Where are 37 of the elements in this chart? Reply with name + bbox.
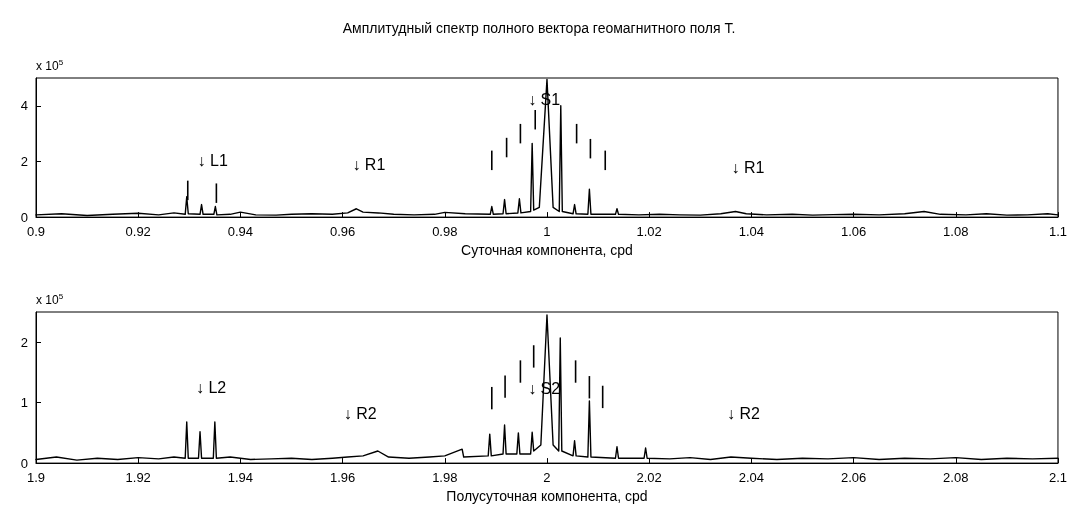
x-tick-label: 1.94 xyxy=(227,470,254,486)
annotation: ↓ L1 xyxy=(197,152,228,170)
annotation: ↓ R1 xyxy=(352,156,386,174)
x-tick-label: 1.06 xyxy=(840,224,867,240)
x-tick-label: 1.98 xyxy=(432,470,458,486)
annotation: ↓ L2 xyxy=(196,379,227,397)
x-tick-label: 2.08 xyxy=(943,470,969,486)
y-tick-label: 4 xyxy=(20,98,28,114)
annotation: ↓ R1 xyxy=(731,159,765,177)
x-axis-title: Суточная компонента, cpd xyxy=(461,242,633,258)
x-tick-label: 1.9 xyxy=(26,470,46,486)
y-tick-label: 2 xyxy=(20,153,28,169)
x-tick-label: 1.92 xyxy=(125,470,151,486)
x-tick-label: 1.08 xyxy=(943,224,969,240)
x-tick-label: 1.02 xyxy=(636,224,662,240)
x-tick-label: 2.1 xyxy=(1048,470,1067,486)
y-tick-label: 0 xyxy=(20,455,28,471)
x-tick-label: 1 xyxy=(543,224,551,240)
x-tick-label: 0.92 xyxy=(125,224,151,240)
y-tick-label: 2 xyxy=(20,334,28,350)
x-tick-label: 1.04 xyxy=(738,224,765,240)
annotation: ↓ R2 xyxy=(343,404,377,422)
x-tick-label: 2.04 xyxy=(738,470,765,486)
x-tick-label: 2.02 xyxy=(636,470,662,486)
x-tick-label: 1.96 xyxy=(329,470,356,486)
y-tick-label: 1 xyxy=(20,395,28,411)
x-axis-title: Полусуточная компонента, cpd xyxy=(446,488,648,504)
y-tick-label: 0 xyxy=(20,209,28,225)
annotation: ↓ R2 xyxy=(726,404,760,422)
x-tick-label: 2.06 xyxy=(840,470,867,486)
x-tick-label: 2 xyxy=(543,470,551,486)
x-tick-label: 0.96 xyxy=(329,224,356,240)
x-tick-label: 0.94 xyxy=(227,224,254,240)
x-tick-label: 0.98 xyxy=(432,224,458,240)
x-tick-label: 0.9 xyxy=(26,224,46,240)
chart-title: Амплитудный спектр полного вектора геомагнитного поля Т. xyxy=(342,20,736,36)
x-tick-label: 1.1 xyxy=(1048,224,1067,240)
